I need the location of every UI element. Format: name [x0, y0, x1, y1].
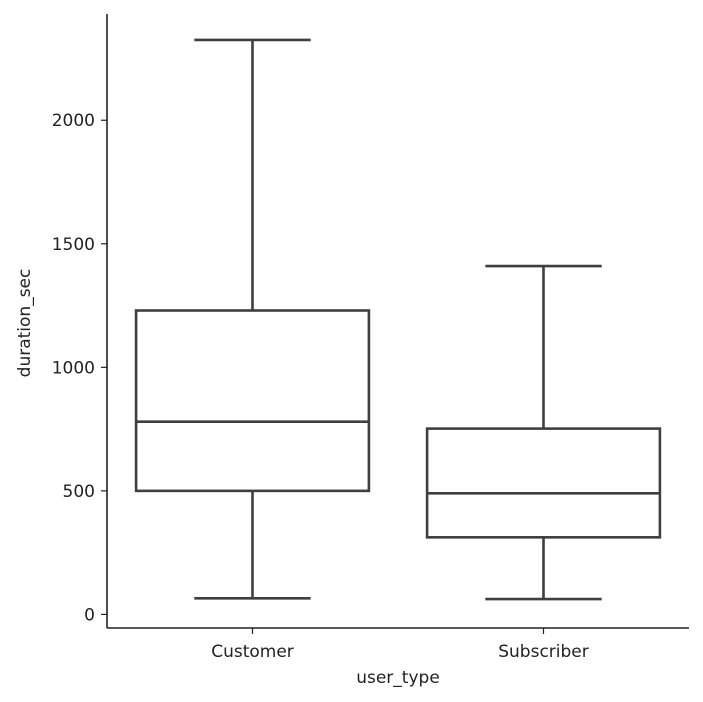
x-axis-ticks: Customer Subscriber — [211, 628, 589, 662]
x-tick-label: Subscriber — [498, 642, 589, 662]
box-iqr — [425, 427, 662, 539]
box-subscriber — [425, 264, 662, 601]
x-axis-title: user_type — [356, 668, 440, 688]
y-tick-label: 1500 — [52, 235, 95, 255]
plot-area — [134, 38, 662, 601]
box-iqr — [134, 309, 371, 493]
y-tick-label: 1000 — [52, 358, 95, 378]
y-tick-label: 0 — [84, 605, 95, 625]
x-tick-label: Customer — [211, 642, 294, 662]
box-customer — [134, 38, 371, 600]
y-axis-title: duration_sec — [15, 269, 35, 378]
y-axis-ticks: 0 500 1000 1500 2000 — [52, 111, 107, 625]
y-tick-label: 2000 — [52, 111, 95, 131]
y-tick-label: 500 — [63, 482, 95, 502]
